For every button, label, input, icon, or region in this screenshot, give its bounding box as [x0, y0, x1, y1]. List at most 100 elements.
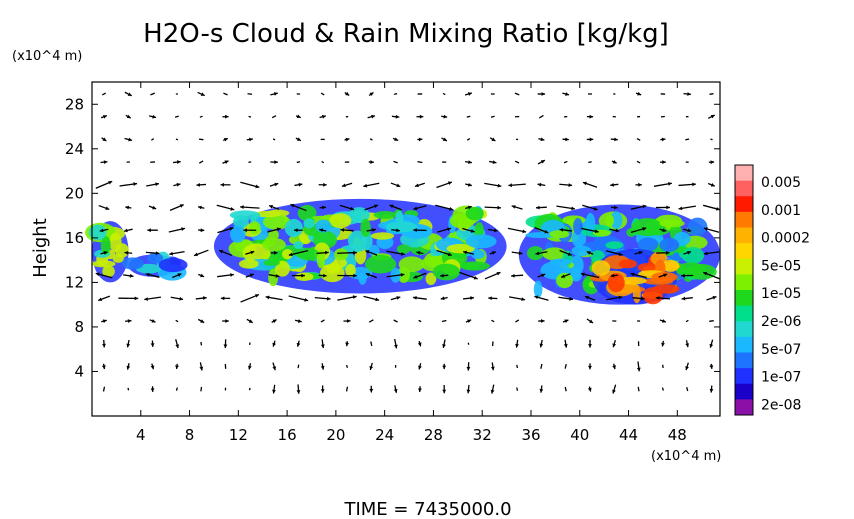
cloud-patch	[262, 238, 286, 252]
cloud-patch	[446, 243, 475, 254]
wind-arrow	[564, 364, 567, 369]
x-unit-label: (x10^4 m)	[651, 449, 721, 464]
wind-arrowhead	[473, 275, 478, 280]
wind-arrowhead	[220, 296, 225, 301]
wind-arrowhead	[275, 274, 280, 278]
cloud-patch	[618, 259, 637, 269]
wind-arrowhead	[685, 343, 690, 348]
y-unit-label: (x10^4 m)	[12, 49, 82, 64]
wind-arrow	[709, 320, 714, 322]
wind-arrowhead	[102, 343, 106, 348]
colorbar-label: 0.0002	[761, 231, 810, 247]
wind-arrowhead	[535, 205, 540, 210]
wind-arrowhead	[145, 272, 150, 277]
cloud-patch	[242, 243, 271, 263]
wind-arrowhead	[537, 182, 542, 187]
cloud-patch	[274, 260, 290, 277]
wind-arrowhead	[585, 295, 589, 300]
wind-arrowhead	[447, 252, 452, 257]
wind-arrowhead	[586, 251, 591, 255]
wind-arrow	[345, 115, 349, 118]
cloud-patch	[570, 270, 582, 282]
wind-arrow	[442, 92, 446, 96]
cloud-patch	[281, 249, 293, 260]
wind-arrowhead	[589, 114, 594, 119]
wind-arrowhead	[709, 388, 714, 393]
wind-arrowhead	[638, 182, 642, 187]
wind-arrowhead	[661, 137, 666, 142]
cloud-patch	[147, 252, 164, 264]
wind-arrowhead	[447, 227, 452, 232]
wind-arrowhead	[518, 251, 523, 256]
wind-arrow	[175, 138, 179, 141]
colorbar-swatch	[735, 243, 753, 260]
wind-arrowhead	[662, 228, 667, 233]
wind-arrowhead	[442, 344, 446, 348]
wind-arrowhead	[709, 343, 714, 348]
wind-arrowhead	[442, 389, 447, 394]
wind-arrow	[370, 341, 373, 346]
wind-arrowhead	[393, 344, 398, 349]
wind-arrowhead	[322, 205, 326, 210]
wind-arrowhead	[374, 204, 378, 209]
wind-arrowhead	[511, 273, 515, 278]
colorbar-label: 5e-07	[761, 342, 801, 358]
wind-arrowhead	[369, 366, 374, 370]
wind-arrowhead	[470, 229, 475, 233]
cloud-patch	[556, 272, 574, 289]
cloud-patch	[459, 261, 490, 271]
x-tick-label: 48	[668, 426, 687, 444]
colorbar-swatch	[735, 196, 753, 213]
colorbar-label: 0.001	[761, 203, 801, 219]
wind-arrowhead	[320, 344, 325, 349]
wind-arrowhead	[276, 227, 281, 232]
wind-arrowhead	[468, 160, 472, 164]
wind-arrowhead	[685, 366, 689, 371]
wind-arrow	[685, 319, 689, 323]
wind-arrowhead	[249, 273, 254, 278]
wind-arrowhead	[463, 250, 467, 255]
cloud-patch	[681, 247, 705, 264]
wind-arrowhead	[194, 252, 198, 257]
wind-arrow	[709, 93, 714, 95]
wind-arrowhead	[274, 160, 278, 165]
wind-arrowhead	[413, 295, 417, 300]
wind-arrowhead	[229, 226, 234, 231]
wind-arrowhead	[298, 182, 303, 187]
cloud-patch	[294, 272, 314, 281]
wind-arrowhead	[155, 182, 159, 187]
wind-arrow	[441, 319, 447, 323]
cloud-patch	[605, 241, 624, 249]
plot-frame	[91, 81, 721, 417]
wind-arrowhead	[103, 160, 108, 165]
wind-arrowhead	[715, 206, 720, 211]
x-tick-label: 36	[521, 426, 540, 444]
wind-arrowhead	[179, 296, 184, 301]
wind-arrowhead	[230, 206, 235, 211]
wind-arrow	[613, 93, 616, 95]
colorbar-swatch	[735, 336, 753, 353]
wind-arrow	[320, 319, 325, 323]
wind-arrowhead	[559, 227, 564, 232]
wind-arrowhead	[243, 228, 247, 233]
cloud-patch	[254, 210, 282, 218]
wind-arrow	[393, 92, 398, 96]
wind-arrowhead	[365, 272, 370, 277]
wind-arrowhead	[150, 343, 155, 347]
wind-arrowhead	[440, 296, 445, 301]
cloud-patch	[348, 207, 370, 223]
cloud-patch	[100, 235, 111, 255]
y-tick-label: 28	[65, 95, 84, 113]
colorbar-swatch	[735, 211, 753, 228]
cloud-patch	[370, 232, 395, 240]
wind-arrowhead	[544, 229, 549, 234]
wind-arrowhead	[589, 319, 594, 323]
wind-arrowhead	[103, 251, 108, 255]
wind-arrowhead	[393, 388, 398, 393]
wind-arrowhead	[128, 137, 133, 142]
wind-arrow	[515, 319, 520, 323]
cloud-patch	[345, 263, 356, 277]
cloud-patch	[230, 225, 246, 243]
wind-arrowhead	[565, 137, 569, 142]
wind-arrowhead	[345, 342, 350, 347]
